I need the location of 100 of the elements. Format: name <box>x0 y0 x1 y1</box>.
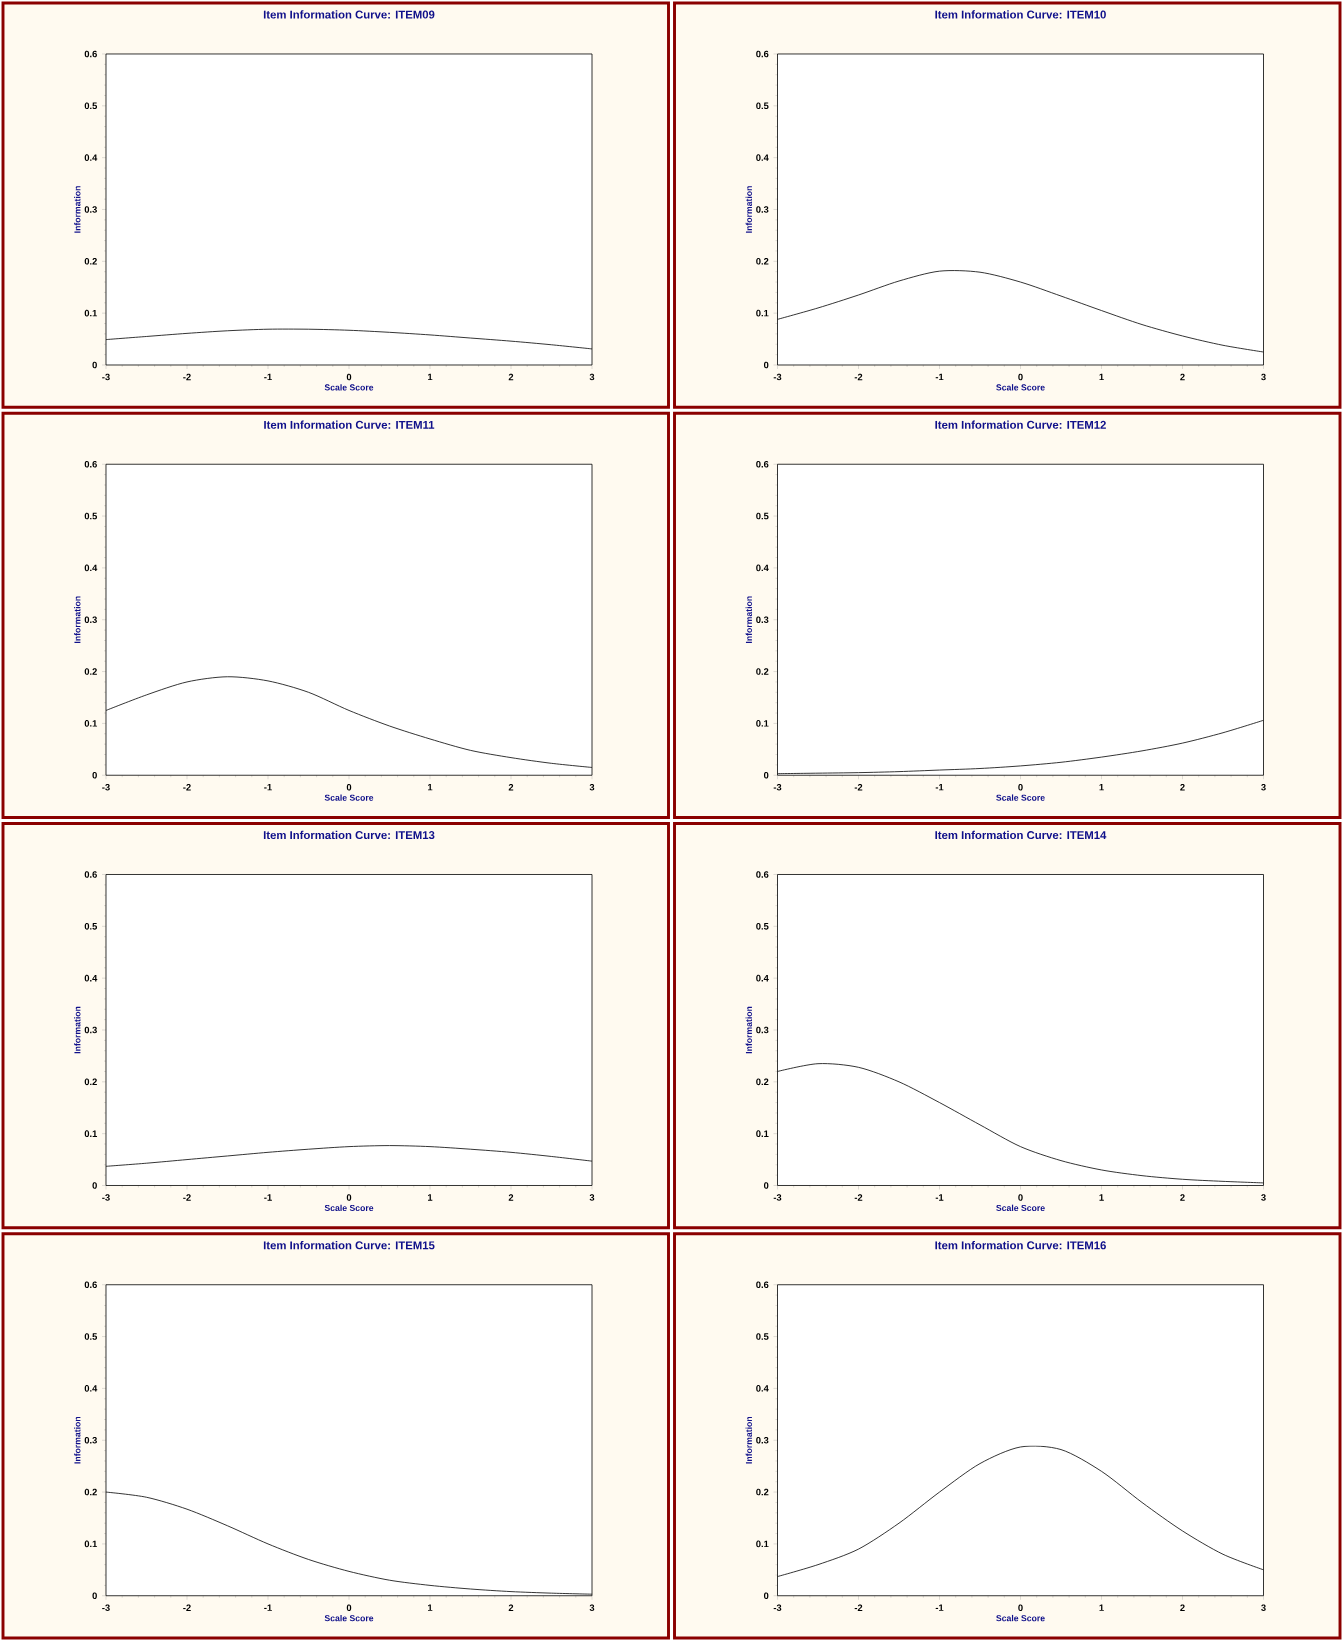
y-tick-label: 0.4 <box>756 974 769 982</box>
x-tick-label: 3 <box>1261 783 1266 791</box>
y-tick-label: 0.2 <box>756 258 769 265</box>
y-tick-label: 0.4 <box>84 974 98 982</box>
x-tick-label: -3 <box>102 783 110 791</box>
y-tick-label: 0 <box>763 1182 769 1189</box>
y-tick-label: 0.1 <box>84 309 98 317</box>
x-tick-label: 3 <box>1261 373 1266 381</box>
y-tick-label: 0.1 <box>756 720 769 727</box>
x-tick-label: -2 <box>183 373 191 381</box>
chart-title: Item Information Curve: ITEM10 <box>935 10 1106 19</box>
chart-title: Item Information Curve: ITEM09 <box>263 10 435 19</box>
y-tick-label: 0 <box>92 1182 97 1189</box>
y-tick-label: 0 <box>763 771 769 779</box>
y-tick-label: 0.5 <box>756 102 769 110</box>
chart-title: Item Information Curve: ITEM15 <box>263 1241 435 1250</box>
y-tick-label: 0.4 <box>84 564 98 572</box>
x-tick-label: 0 <box>1018 1604 1023 1612</box>
x-tick-label: -2 <box>183 783 191 791</box>
y-tick-label: 0.1 <box>756 309 769 317</box>
x-tick-label: 1 <box>1099 1194 1104 1201</box>
y-tick-label: 0.2 <box>84 668 97 675</box>
y-tick-label: 0.3 <box>756 1026 769 1034</box>
y-tick-label: 0.5 <box>756 923 769 930</box>
x-tick-label: -1 <box>264 1604 272 1611</box>
x-tick-label: 1 <box>427 1604 433 1611</box>
y-tick-label: 0.6 <box>84 50 97 58</box>
y-tick-label: 0.6 <box>84 460 97 468</box>
y-tick-label: 0.1 <box>84 720 98 727</box>
x-tick-label: -3 <box>773 373 782 381</box>
x-tick-label: -2 <box>854 373 863 381</box>
y-tick-label: 0.3 <box>84 1026 97 1034</box>
y-tick-label: 0.5 <box>84 1333 98 1340</box>
chart-title: Item Information Curve: ITEM13 <box>263 830 435 840</box>
chart-title: Item Information Curve: ITEM16 <box>935 1241 1106 1250</box>
y-tick-label: 0.3 <box>84 616 97 624</box>
x-tick-label: 0 <box>346 783 352 791</box>
y-tick-label: 0 <box>92 361 97 369</box>
y-axis-title: Information <box>745 186 752 233</box>
x-tick-label: 3 <box>1261 1194 1266 1201</box>
y-tick-label: 0.2 <box>84 1078 97 1086</box>
x-tick-label: -2 <box>854 783 863 791</box>
x-tick-label: 0 <box>1018 1194 1023 1201</box>
y-tick-label: 0.5 <box>84 512 98 520</box>
x-tick-label: -3 <box>773 783 782 791</box>
x-tick-label: 0 <box>346 1604 352 1612</box>
x-tick-label: -3 <box>773 1604 782 1612</box>
x-tick-label: -1 <box>935 1194 944 1201</box>
x-tick-label: 3 <box>589 783 595 791</box>
y-tick-label: 0.6 <box>756 50 769 58</box>
y-axis-title: Information <box>74 596 81 643</box>
x-tick-label: 2 <box>1180 1604 1185 1611</box>
y-axis-title: Information <box>745 596 752 643</box>
x-axis-title: Scale Score <box>996 794 1045 801</box>
y-tick-label: 0.4 <box>84 154 98 161</box>
x-tick-label: -2 <box>854 1194 863 1201</box>
x-tick-label: -3 <box>102 1194 110 1201</box>
chart-title: Item Information Curve: ITEM12 <box>935 420 1106 429</box>
x-tick-label: 2 <box>508 373 514 381</box>
y-tick-label: 0 <box>763 361 769 369</box>
y-axis-title: Information <box>74 1006 81 1054</box>
y-tick-label: 0.3 <box>756 1436 769 1444</box>
y-tick-label: 0.3 <box>84 1436 97 1444</box>
x-tick-label: -1 <box>935 1604 944 1611</box>
x-tick-label: -2 <box>183 1194 191 1201</box>
x-axis-title: Scale Score <box>324 1614 374 1622</box>
y-tick-label: 0.6 <box>84 871 97 878</box>
x-tick-label: 2 <box>1180 783 1185 791</box>
x-tick-label: 3 <box>589 373 595 381</box>
x-tick-label: 2 <box>1180 373 1185 381</box>
x-tick-label: -1 <box>935 783 944 791</box>
x-tick-label: 1 <box>427 373 433 381</box>
x-tick-label: -2 <box>183 1604 191 1611</box>
x-tick-label: -3 <box>102 373 110 381</box>
y-tick-label: 0.5 <box>84 102 98 110</box>
y-axis-title: Information <box>745 1416 752 1464</box>
y-tick-label: 0 <box>92 1592 97 1600</box>
x-tick-label: 0 <box>346 1194 352 1201</box>
x-tick-label: -3 <box>773 1194 782 1201</box>
y-axis-title: Information <box>745 1006 752 1054</box>
x-axis-title: Scale Score <box>996 1204 1045 1212</box>
y-tick-label: 0.4 <box>756 564 769 572</box>
y-axis-title: Information <box>74 1416 81 1464</box>
y-tick-label: 0.3 <box>84 206 97 213</box>
x-tick-label: -3 <box>102 1604 110 1612</box>
x-tick-label: 3 <box>1261 1604 1266 1612</box>
x-tick-label: 1 <box>1099 783 1104 791</box>
y-tick-label: 0.5 <box>756 512 769 520</box>
x-tick-label: 2 <box>508 1194 514 1201</box>
x-tick-label: 0 <box>1018 373 1023 381</box>
x-tick-label: 0 <box>1018 783 1023 791</box>
y-tick-label: 0.3 <box>756 206 769 213</box>
x-tick-label: 3 <box>589 1604 595 1612</box>
chart-title: Item Information Curve: ITEM11 <box>264 420 435 429</box>
y-tick-label: 0.1 <box>84 1130 98 1137</box>
x-axis-title: Scale Score <box>324 1204 374 1212</box>
y-tick-label: 0.1 <box>756 1540 769 1548</box>
y-tick-label: 0.6 <box>756 1281 769 1289</box>
x-tick-label: -1 <box>935 373 944 381</box>
x-tick-label: 0 <box>346 373 352 381</box>
